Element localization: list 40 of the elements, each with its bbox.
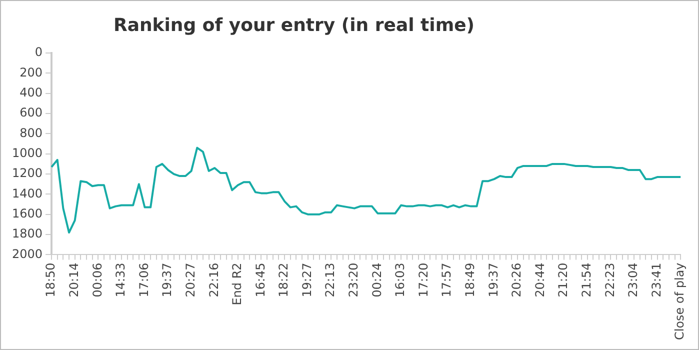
x-tick-label: 16:03 <box>393 262 408 298</box>
y-tick-label: 0 <box>34 45 43 60</box>
x-tick-label: 19:37 <box>486 262 500 298</box>
x-tick-label: 00:06 <box>90 262 104 298</box>
y-tick-label: 1600 <box>12 206 43 220</box>
x-tick-label: 20:27 <box>183 262 198 298</box>
x-tick-label: 18:50 <box>44 262 58 298</box>
y-tick-label: 200 <box>20 65 43 80</box>
y-tick-label: 600 <box>20 106 43 120</box>
x-tick-label: 20:26 <box>510 262 524 298</box>
x-tick-label: 18:49 <box>463 262 478 298</box>
x-tick-label: 22:13 <box>323 262 338 298</box>
x-tick-label: Close of play <box>672 262 687 340</box>
x-tick-label: 14:33 <box>114 262 128 298</box>
x-tick-label: 23:04 <box>626 262 640 298</box>
y-tick-label: 1200 <box>12 166 43 180</box>
y-tick-label: 1800 <box>12 226 43 241</box>
x-tick-label: 18:22 <box>276 262 291 298</box>
x-tick-label: 19:27 <box>300 262 314 298</box>
x-tick-label: 19:37 <box>160 262 174 298</box>
x-tick-label: End R2 <box>230 262 244 306</box>
x-tick-label: 22:23 <box>602 262 617 298</box>
x-tick-label: 20:14 <box>66 262 81 298</box>
x-tick-label: 17:06 <box>136 262 151 298</box>
x-tick-label: 22:16 <box>206 262 221 298</box>
y-tick-label: 2000 <box>12 246 43 261</box>
y-tick-label: 1400 <box>12 186 43 200</box>
y-tick-label: 400 <box>20 85 43 100</box>
x-tick-label: 17:20 <box>416 262 430 298</box>
x-tick-label: 23:20 <box>346 262 361 298</box>
x-tick-label: 21:20 <box>556 262 570 298</box>
x-tick-label: 23:41 <box>649 262 664 298</box>
x-tick-label: 17:57 <box>440 262 454 298</box>
x-tick-label: 16:45 <box>253 262 268 298</box>
y-tick-label: 1000 <box>12 146 43 160</box>
chart-title: Ranking of your entry (in real time) <box>112 15 476 36</box>
x-tick-label: 20:44 <box>532 262 547 298</box>
x-tick-label: 21:54 <box>580 262 594 298</box>
y-tick-label: 800 <box>20 126 43 140</box>
x-tick-label: 00:24 <box>370 262 384 298</box>
